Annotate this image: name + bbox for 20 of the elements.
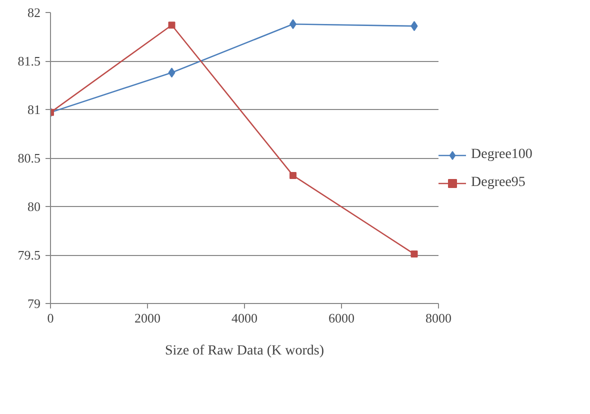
y-tick-label: 80.5 — [18, 150, 40, 166]
legend-label: Degree100 — [471, 147, 532, 163]
y-tick-label: 79.5 — [18, 248, 40, 262]
legend-label: Degree95 — [471, 175, 526, 191]
x-tick-label: 0 — [47, 310, 54, 326]
point — [410, 250, 418, 258]
point — [410, 21, 418, 32]
x-tick-label: 2000 — [134, 310, 160, 326]
x-tick-label: 6000 — [328, 310, 354, 326]
point — [290, 172, 296, 179]
point — [168, 22, 176, 29]
x-tick-label: 4000 — [232, 310, 258, 326]
point — [168, 68, 176, 78]
y-tick-label: 79 — [28, 296, 40, 311]
y-tick-label: 82 — [28, 5, 40, 20]
y-tick-label: 81.5 — [18, 54, 40, 68]
x-tick-label: 8000 — [426, 310, 452, 326]
y-tick-label: 81 — [28, 102, 40, 117]
y-tick-label: 80 — [28, 199, 40, 214]
x-axis-title: Size of Raw Data (K words) — [164, 344, 324, 358]
